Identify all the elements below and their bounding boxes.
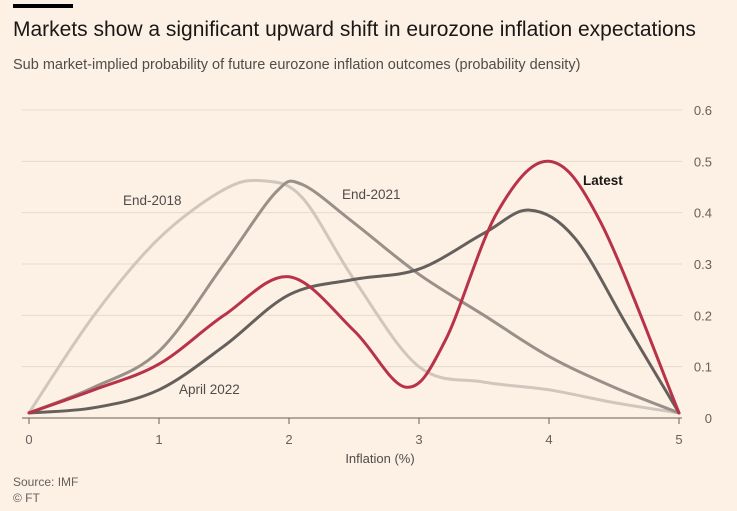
- series-label-end-2021: End-2021: [342, 187, 401, 202]
- series-line-end-2021: [27, 179, 681, 415]
- x-tick-label: 0: [25, 432, 32, 447]
- series-label-end-2018: End-2018: [123, 193, 182, 208]
- x-tick-label: 5: [675, 432, 682, 447]
- series-label-latest: Latest: [583, 173, 623, 188]
- x-axis-title: Inflation (%): [345, 451, 414, 466]
- y-tick-label: 0.6: [694, 103, 712, 118]
- chart-subtitle: Sub market-implied probability of future…: [13, 57, 581, 73]
- x-tick-label: 2: [285, 432, 292, 447]
- series-line-latest: [27, 159, 681, 415]
- y-tick-label: 0.3: [694, 257, 712, 272]
- y-tick-label: 0.4: [694, 206, 712, 221]
- y-tick-label: 0.5: [694, 154, 712, 169]
- series-line-april-2022: [27, 208, 681, 415]
- y-tick-label: 0.2: [694, 308, 712, 323]
- ft-brand-bar: [13, 4, 73, 8]
- chart-title: Markets show a significant upward shift …: [13, 18, 696, 41]
- x-tick-label: 3: [415, 432, 422, 447]
- copyright-note: © FT: [13, 491, 40, 505]
- x-tick-label: 1: [155, 432, 162, 447]
- series-label-april-2022: April 2022: [179, 382, 240, 397]
- series-line-end-2018: [27, 178, 681, 415]
- source-note: Source: IMF: [13, 475, 79, 489]
- x-tick-label: 4: [545, 432, 552, 447]
- y-tick-label: 0: [705, 411, 712, 426]
- y-tick-label: 0.1: [694, 360, 712, 375]
